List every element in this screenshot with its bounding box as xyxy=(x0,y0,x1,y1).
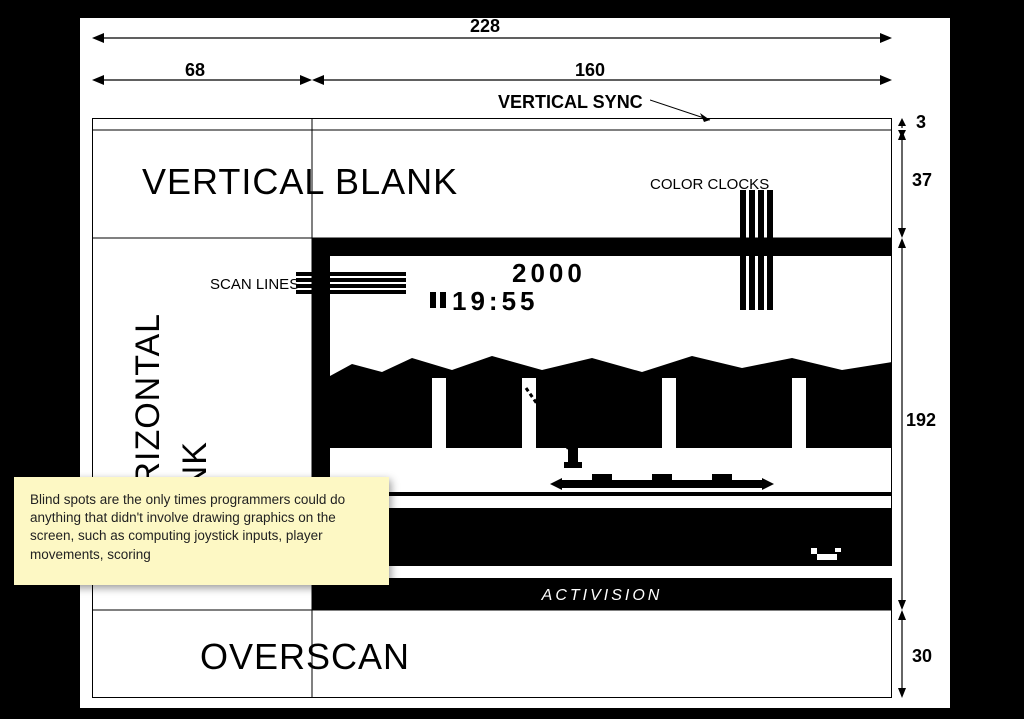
sticky-note-text: Blind spots are the only times programme… xyxy=(30,492,345,562)
dim-vblank-label: 37 xyxy=(912,170,932,191)
dim-overscan-label: 30 xyxy=(912,646,932,667)
vblank-label: VERTICAL BLANK xyxy=(142,161,458,203)
dim-right xyxy=(894,118,940,698)
dim-visible-width-label: 160 xyxy=(575,60,605,81)
vsync-label: VERTICAL SYNC xyxy=(498,92,643,113)
page: 228 68 160 VERTICAL SYNC VERTICAL BLANK … xyxy=(80,18,950,708)
dim-total-width-label: 228 xyxy=(470,16,500,37)
game-logo: ACTIVISION xyxy=(541,587,663,604)
dim-vsync-label: 3 xyxy=(916,112,926,133)
overscan-label: OVERSCAN xyxy=(200,636,410,678)
scan-lines-label: SCAN LINES xyxy=(210,276,299,293)
game-screenshot: 2000 19:55 xyxy=(312,238,892,610)
dim-hsplit xyxy=(92,62,892,90)
game-score: 2000 xyxy=(512,258,586,288)
game-time: 19:55 xyxy=(452,286,539,316)
sticky-note: Blind spots are the only times programme… xyxy=(14,477,389,585)
dim-visible-label: 192 xyxy=(906,410,936,431)
dim-hblank-label: 68 xyxy=(185,60,205,81)
